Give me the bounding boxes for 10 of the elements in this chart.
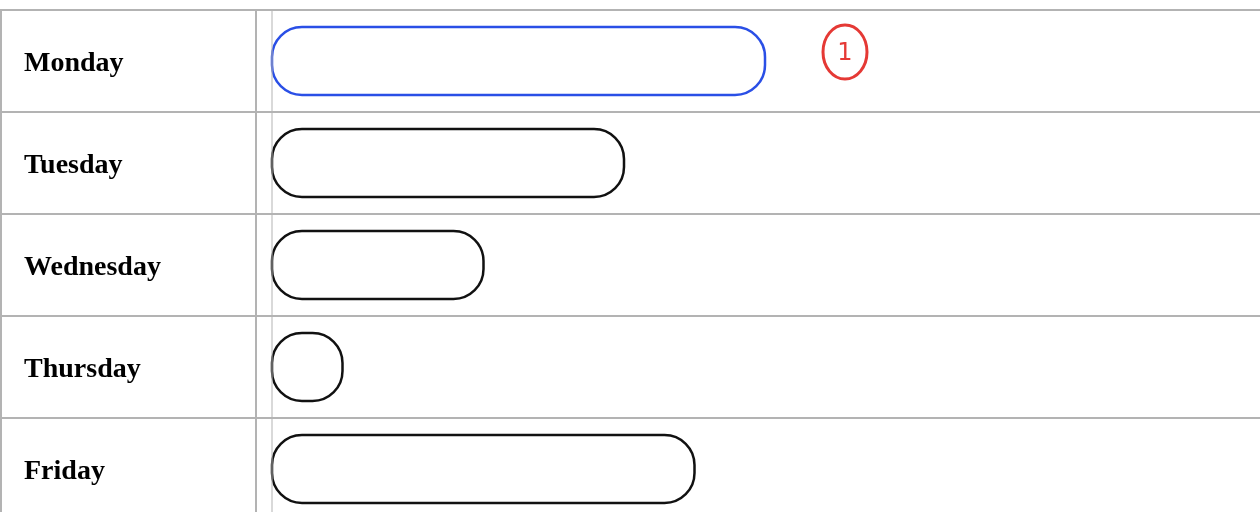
y-tick-label: Monday <box>24 45 124 77</box>
y-tick-label: Wednesday <box>24 249 161 281</box>
y-tick-label: Friday <box>24 453 105 485</box>
bar <box>270 127 626 199</box>
y-tick-label: Thursday <box>24 351 141 383</box>
y-tick-label: Tuesday <box>24 147 123 179</box>
circled-note: 1 <box>821 23 869 81</box>
bar <box>270 229 485 301</box>
bar <box>270 25 767 97</box>
bar <box>270 433 696 505</box>
